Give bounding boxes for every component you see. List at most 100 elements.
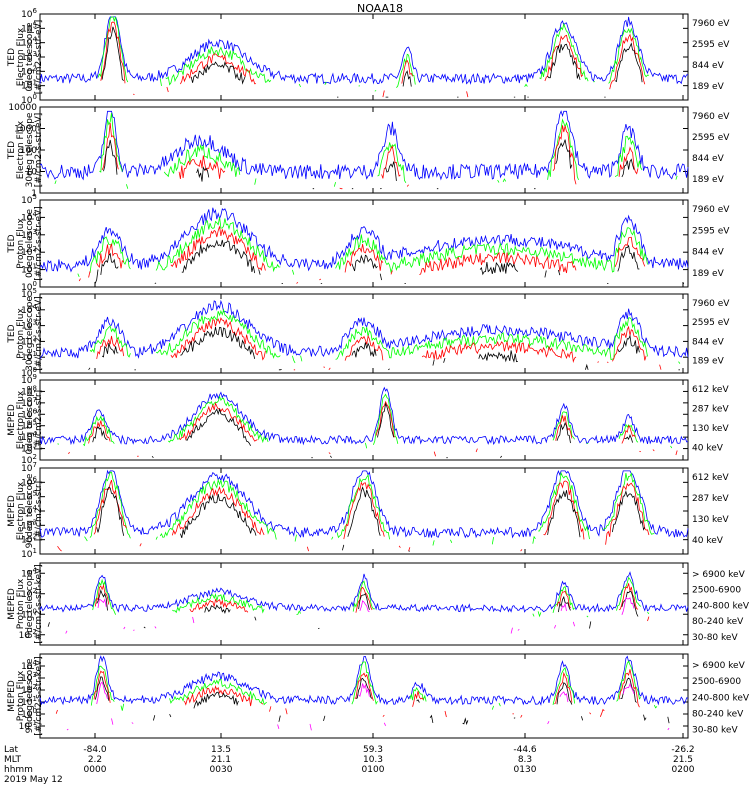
panel-frame: [39, 106, 689, 194]
y-axis-label: MEPEDElectron Flux0deg telescope[#/cm2-s…: [7, 385, 44, 455]
y-tick-label: 100: [20, 146, 37, 156]
legend-entry: 7960 eV: [692, 112, 730, 122]
legend-entry: 2500-6900: [692, 586, 741, 596]
legend-entry: > 6900 keV: [692, 661, 746, 671]
y-tick-label: 105: [21, 21, 37, 34]
y-tick-label: 100: [21, 366, 37, 379]
y-tick-label: 101: [21, 263, 37, 276]
legend-entry: 287 keV: [692, 494, 729, 504]
series-trace: [95, 583, 688, 622]
y-tick-label: 103: [21, 671, 37, 684]
y-axis-label: MEPEDProton Flux0deg telescope[#/cm2-s-s…: [7, 564, 44, 643]
series-trace: [94, 239, 684, 284]
y-axis-label: MEPEDElectron Flux90deg telescope[#/cm2-…: [7, 473, 44, 548]
y-tick-label: 100: [21, 707, 37, 720]
y-tick-label: 102: [21, 587, 37, 600]
y-tick-label: 104: [21, 504, 37, 517]
x-tick-label: 21.5: [673, 755, 693, 765]
legend-entry: 80-240 keV: [692, 710, 744, 720]
series-trace: [104, 140, 687, 189]
y-tick-label: 105: [21, 287, 37, 300]
y-tick-label: 104: [21, 430, 37, 443]
y-tick-label: 103: [21, 319, 37, 332]
x-tick-label: 10.3: [363, 755, 383, 765]
panel-frame: [39, 653, 689, 739]
legend-entry: 7960 eV: [692, 19, 730, 29]
legend-entry: 40 keV: [692, 536, 724, 546]
series-trace: [97, 487, 688, 551]
legend-entry: 130 keV: [692, 424, 729, 434]
y-tick-label: 102: [21, 245, 37, 258]
series-trace: [58, 394, 678, 448]
x-tick-label: 0100: [362, 765, 385, 775]
legend-entry: 7960 eV: [692, 299, 730, 309]
series-trace: [54, 113, 678, 189]
x-row-label: MLT: [4, 755, 22, 765]
x-tick-label: -44.6: [513, 745, 537, 755]
legend-entry: 130 keV: [692, 515, 729, 525]
x-tick-label: 0200: [672, 765, 695, 775]
x-row-label: Lat: [4, 745, 19, 755]
x-tick-label: 59.3: [363, 745, 383, 755]
series-trace: [66, 681, 670, 731]
y-tick-label: 102: [21, 334, 37, 347]
legend-entry: 844 eV: [692, 337, 725, 347]
series-trace: [102, 27, 681, 97]
y-tick-label: 10-2: [19, 628, 37, 641]
x-tick-label: 2.2: [88, 755, 102, 765]
y-tick-label: 10000: [8, 103, 37, 113]
legend-entry: 2595 eV: [692, 226, 730, 236]
y-axis-label: TEDElectron Flux30deg telescope[#/cm2-s-…: [7, 112, 44, 187]
series-trace: [39, 16, 689, 85]
legend-entry: 2500-6900: [692, 677, 741, 687]
y-tick-label: 109: [21, 373, 37, 386]
date-label: 2019 May 12: [4, 775, 63, 785]
y-tick-label: 1000: [14, 125, 37, 135]
series-trace: [39, 469, 689, 539]
legend-entry: 287 keV: [692, 404, 729, 414]
x-tick-label: 13.5: [211, 745, 231, 755]
y-tick-label: 102: [21, 453, 37, 466]
y-axis-label: TEDElectron Flux0deg telescope[#/cm2-s-s…: [7, 20, 44, 95]
series-trace: [39, 110, 689, 181]
legend-entry: 189 eV: [692, 357, 725, 367]
legend-entry: 40 keV: [692, 443, 724, 453]
legend-entry: 2595 eV: [692, 133, 730, 143]
y-tick-label: 104: [21, 210, 37, 223]
panel-frame: [39, 562, 689, 646]
y-tick-label: 104: [21, 566, 37, 579]
y-tick-label: 1: [31, 189, 37, 199]
x-tick-label: 8.3: [518, 755, 532, 765]
y-tick-label: 105: [21, 193, 37, 206]
panel-frame: [39, 199, 689, 288]
y-axis-label: TEDProton Flux0deg telescope[#/cm2-s-str…: [7, 206, 44, 281]
y-tick-label: 108: [21, 384, 37, 397]
y-tick-label: 10-1: [19, 719, 37, 732]
y-tick-label: 101: [21, 350, 37, 363]
y-tick-label: 101: [21, 79, 37, 92]
series-trace: [39, 207, 689, 273]
x-tick-label: 0030: [210, 765, 233, 775]
y-axis-label: MEPEDProton Flux90deg telescope[#/cm2-s-…: [7, 656, 44, 735]
legend-entry: 189 eV: [692, 175, 725, 185]
y-tick-label: 103: [21, 228, 37, 241]
series-trace: [98, 17, 684, 91]
y-axis-label: TEDProton Flux30deg telescope[#/cm2-s-st…: [7, 296, 44, 371]
y-tick-label: 104: [21, 659, 37, 672]
panel-frame: [39, 379, 689, 461]
y-tick-label: 107: [21, 461, 37, 474]
y-tick-label: 103: [21, 518, 37, 531]
panel-frame: [39, 293, 689, 374]
legend-entry: 844 eV: [692, 61, 725, 71]
legend-entry: 7960 eV: [692, 205, 730, 215]
legend-entry: 240-800 keV: [692, 601, 750, 611]
y-tick-label: 10: [26, 168, 38, 178]
x-tick-label: 21.1: [211, 755, 231, 765]
series-trace: [90, 310, 684, 364]
